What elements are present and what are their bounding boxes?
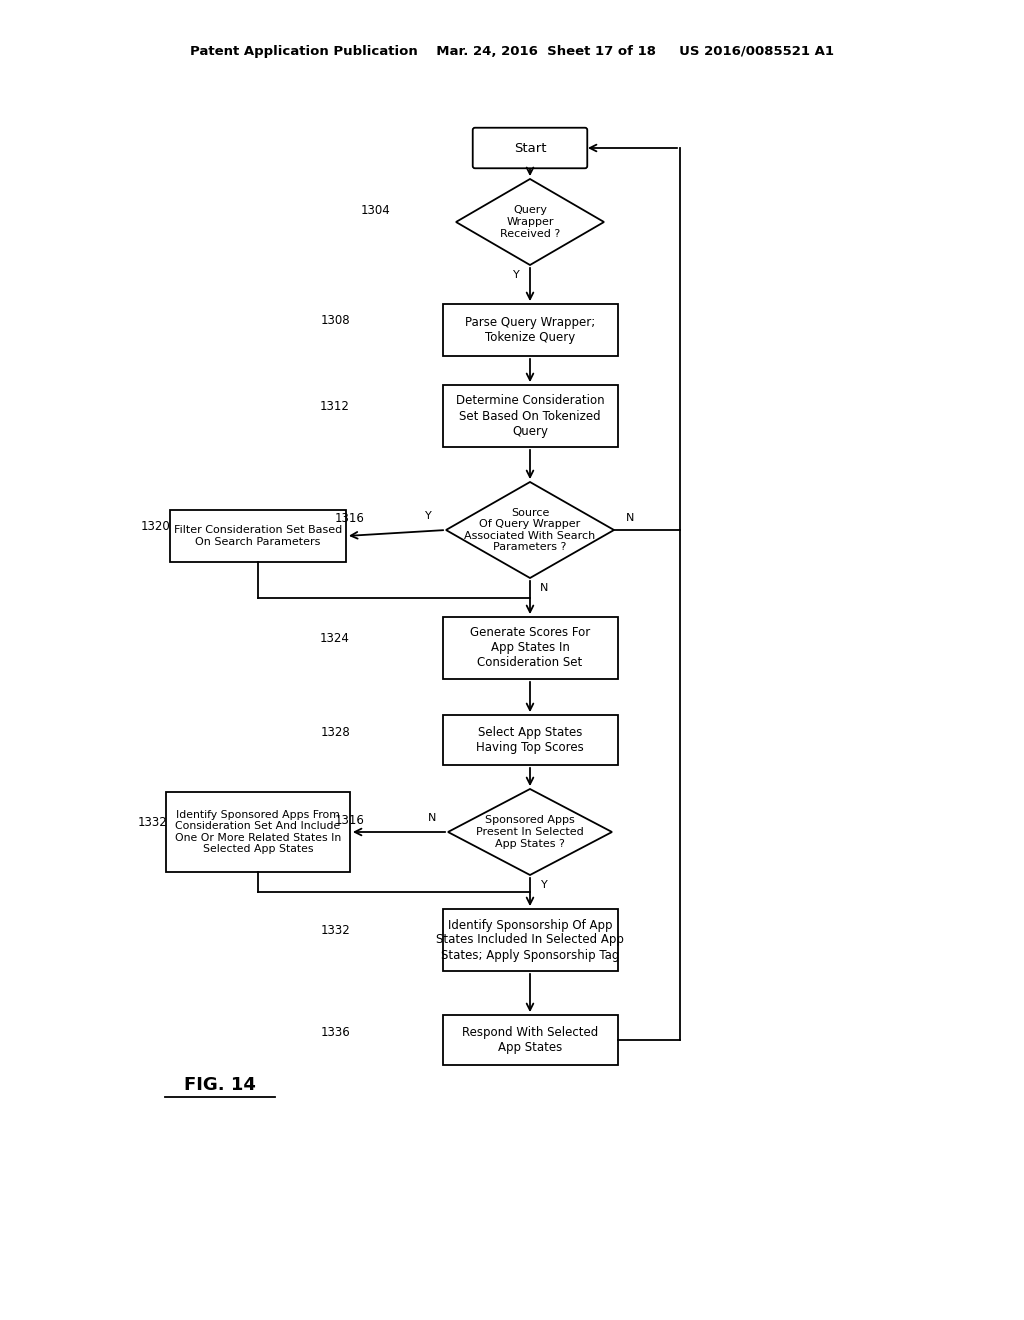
Text: N: N — [540, 583, 548, 593]
Bar — [442, 715, 617, 766]
Bar — [442, 909, 617, 972]
Text: Query
Wrapper
Received ?: Query Wrapper Received ? — [500, 206, 560, 239]
Polygon shape — [456, 180, 604, 265]
Text: Respond With Selected
App States: Respond With Selected App States — [462, 1026, 598, 1053]
Text: 1328: 1328 — [321, 726, 350, 738]
Polygon shape — [446, 482, 614, 578]
Text: 1308: 1308 — [321, 314, 350, 326]
Text: 1336: 1336 — [321, 1026, 350, 1039]
Text: Source
Of Query Wrapper
Associated With Search
Parameters ?: Source Of Query Wrapper Associated With … — [464, 508, 596, 552]
Text: N: N — [626, 513, 634, 523]
Text: 1312: 1312 — [321, 400, 350, 412]
Bar — [442, 385, 617, 447]
Text: 1316: 1316 — [335, 813, 365, 826]
Bar — [442, 1015, 617, 1065]
Text: Parse Query Wrapper;
Tokenize Query: Parse Query Wrapper; Tokenize Query — [465, 315, 595, 345]
Text: 1320: 1320 — [140, 520, 170, 532]
Text: Generate Scores For
App States In
Consideration Set: Generate Scores For App States In Consid… — [470, 627, 590, 669]
Polygon shape — [449, 789, 612, 875]
Bar — [170, 510, 346, 562]
Text: Select App States
Having Top Scores: Select App States Having Top Scores — [476, 726, 584, 754]
Text: Y: Y — [513, 271, 519, 280]
Text: 1304: 1304 — [360, 203, 390, 216]
Text: 1316: 1316 — [335, 511, 365, 524]
FancyBboxPatch shape — [473, 128, 588, 168]
Text: 1332: 1332 — [137, 816, 167, 829]
Text: Identify Sponsorship Of App
States Included In Selected App
States; Apply Sponso: Identify Sponsorship Of App States Inclu… — [436, 919, 624, 961]
Text: Identify Sponsored Apps From
Consideration Set And Include
One Or More Related S: Identify Sponsored Apps From Considerati… — [175, 809, 341, 854]
Text: Determine Consideration
Set Based On Tokenized
Query: Determine Consideration Set Based On Tok… — [456, 395, 604, 437]
Text: Start: Start — [514, 141, 546, 154]
Text: Filter Consideration Set Based
On Search Parameters: Filter Consideration Set Based On Search… — [174, 525, 342, 546]
Bar — [442, 304, 617, 356]
Text: 1324: 1324 — [321, 631, 350, 644]
Text: Y: Y — [425, 511, 431, 521]
Text: Y: Y — [541, 880, 548, 890]
Text: FIG. 14: FIG. 14 — [184, 1076, 256, 1094]
Text: Sponsored Apps
Present In Selected
App States ?: Sponsored Apps Present In Selected App S… — [476, 816, 584, 849]
Text: 1332: 1332 — [321, 924, 350, 936]
Text: N: N — [428, 813, 436, 822]
Bar — [442, 616, 617, 678]
Bar — [166, 792, 350, 873]
Text: Patent Application Publication    Mar. 24, 2016  Sheet 17 of 18     US 2016/0085: Patent Application Publication Mar. 24, … — [190, 45, 834, 58]
